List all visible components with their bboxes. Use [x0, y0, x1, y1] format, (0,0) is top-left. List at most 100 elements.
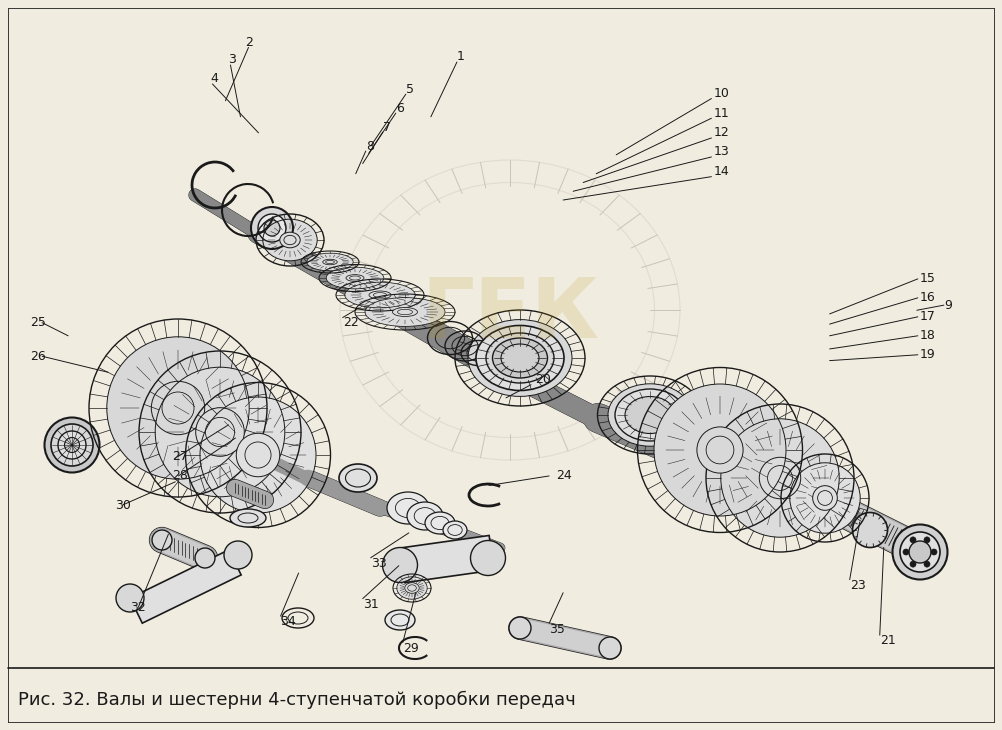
Ellipse shape: [264, 220, 280, 236]
Text: 15: 15: [920, 272, 936, 285]
Ellipse shape: [250, 207, 293, 249]
Ellipse shape: [327, 267, 384, 289]
Text: 23: 23: [850, 579, 866, 592]
Ellipse shape: [407, 502, 443, 530]
Text: 16: 16: [920, 291, 936, 304]
Ellipse shape: [195, 407, 244, 456]
Text: 30: 30: [115, 499, 131, 512]
Text: 34: 34: [281, 615, 297, 629]
Text: 14: 14: [713, 165, 729, 178]
Circle shape: [931, 549, 937, 555]
Circle shape: [903, 549, 909, 555]
Bar: [400, 536, 494, 583]
Text: 6: 6: [396, 101, 404, 115]
Circle shape: [910, 561, 916, 567]
Text: 28: 28: [172, 469, 188, 483]
Ellipse shape: [615, 389, 685, 441]
Ellipse shape: [263, 219, 318, 261]
Ellipse shape: [258, 214, 286, 242]
Text: 7: 7: [383, 120, 391, 134]
Ellipse shape: [654, 384, 786, 516]
Ellipse shape: [369, 291, 391, 299]
Ellipse shape: [625, 396, 675, 434]
Ellipse shape: [236, 433, 280, 477]
Text: Рис. 32. Валы и шестерни 4-ступенчатой коробки передач: Рис. 32. Валы и шестерни 4-ступенчатой к…: [18, 691, 576, 709]
Ellipse shape: [387, 492, 429, 524]
Ellipse shape: [425, 512, 455, 534]
Text: 9: 9: [944, 299, 952, 312]
Ellipse shape: [346, 274, 364, 281]
Ellipse shape: [58, 431, 86, 459]
Text: 33: 33: [371, 557, 387, 570]
Ellipse shape: [760, 457, 801, 499]
Text: 17: 17: [920, 310, 936, 323]
Ellipse shape: [790, 463, 860, 533]
Text: 4: 4: [210, 72, 218, 85]
Ellipse shape: [365, 298, 445, 326]
Text: 19: 19: [920, 348, 936, 361]
Text: 21: 21: [880, 634, 896, 648]
Ellipse shape: [484, 331, 556, 385]
Text: 31: 31: [363, 598, 379, 611]
Circle shape: [924, 561, 930, 567]
Ellipse shape: [853, 512, 888, 548]
Text: 26: 26: [30, 350, 46, 363]
Text: 10: 10: [713, 87, 729, 100]
Ellipse shape: [195, 548, 215, 568]
Text: 32: 32: [130, 601, 146, 614]
Ellipse shape: [385, 610, 415, 630]
Ellipse shape: [51, 424, 93, 466]
Text: 20: 20: [535, 373, 551, 386]
Ellipse shape: [383, 548, 418, 583]
Text: 11: 11: [713, 107, 729, 120]
Text: 3: 3: [228, 53, 236, 66]
Ellipse shape: [64, 437, 79, 453]
Ellipse shape: [280, 232, 301, 247]
Ellipse shape: [501, 344, 539, 372]
Ellipse shape: [493, 338, 547, 378]
Ellipse shape: [909, 541, 931, 563]
Ellipse shape: [44, 418, 99, 472]
Ellipse shape: [720, 419, 840, 537]
Ellipse shape: [307, 253, 353, 271]
Text: 24: 24: [556, 469, 572, 483]
Text: 5: 5: [406, 82, 414, 96]
Ellipse shape: [230, 509, 266, 527]
Text: ГЕК: ГЕК: [421, 274, 599, 356]
Text: 18: 18: [920, 329, 936, 342]
Ellipse shape: [697, 427, 743, 473]
Text: 2: 2: [245, 36, 254, 49]
Ellipse shape: [471, 540, 505, 575]
Ellipse shape: [813, 485, 838, 510]
Ellipse shape: [608, 384, 692, 446]
Ellipse shape: [476, 326, 564, 391]
Text: 1: 1: [457, 50, 465, 64]
Text: 12: 12: [713, 126, 729, 139]
Text: 27: 27: [172, 450, 188, 463]
Ellipse shape: [107, 337, 249, 479]
Ellipse shape: [468, 320, 572, 396]
Ellipse shape: [397, 577, 427, 599]
Text: 25: 25: [30, 316, 46, 329]
Ellipse shape: [599, 637, 621, 659]
Text: 35: 35: [549, 623, 565, 636]
Ellipse shape: [626, 397, 673, 433]
Ellipse shape: [200, 397, 316, 513]
Ellipse shape: [116, 584, 144, 612]
Ellipse shape: [151, 381, 204, 434]
Ellipse shape: [509, 617, 531, 639]
Text: 29: 29: [403, 642, 419, 655]
Ellipse shape: [893, 524, 948, 580]
Ellipse shape: [900, 532, 940, 572]
Ellipse shape: [152, 530, 172, 550]
Text: 22: 22: [343, 316, 359, 329]
Ellipse shape: [345, 283, 415, 308]
Ellipse shape: [155, 367, 285, 497]
Text: 13: 13: [713, 145, 729, 158]
Ellipse shape: [405, 583, 419, 593]
Ellipse shape: [443, 521, 467, 539]
Ellipse shape: [339, 464, 377, 492]
Ellipse shape: [486, 333, 554, 383]
Circle shape: [924, 537, 930, 543]
Circle shape: [910, 537, 916, 543]
